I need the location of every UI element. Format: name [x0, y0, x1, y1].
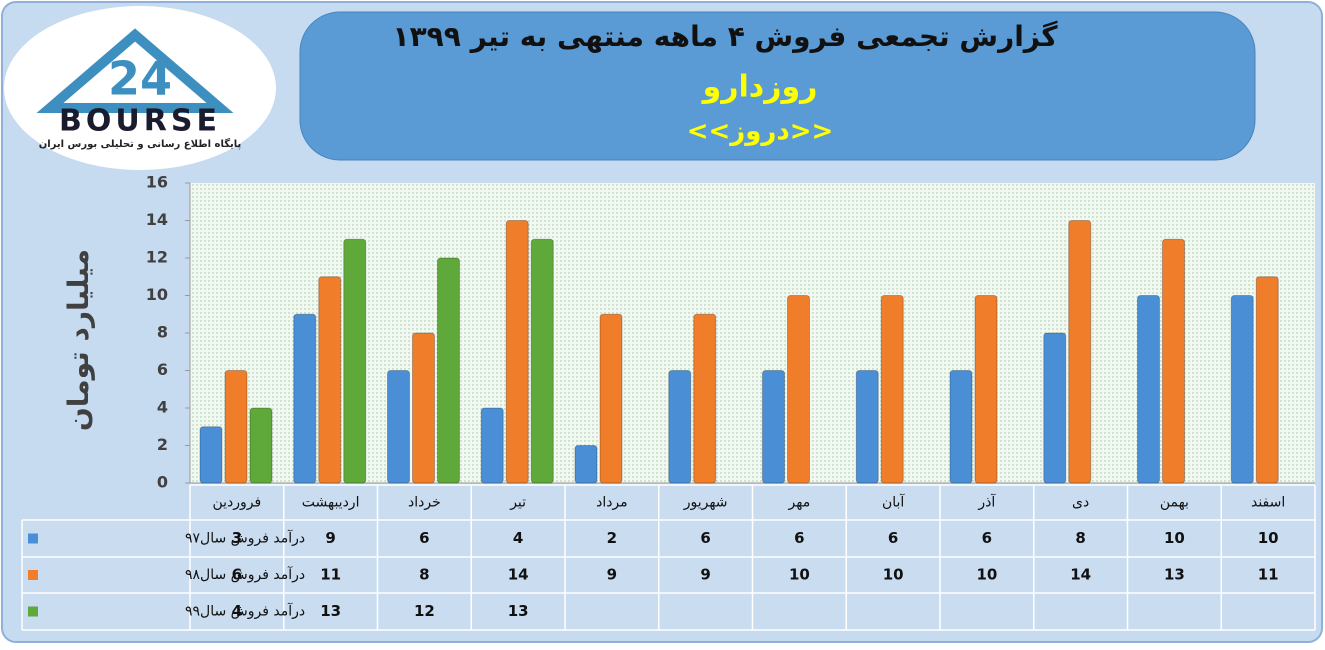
- bar: [762, 370, 785, 484]
- table-bg: [22, 520, 190, 630]
- table-value: 9: [325, 529, 335, 547]
- y-tick-label: 16: [146, 173, 168, 192]
- logo-shape: [36, 28, 234, 113]
- x-tick-label: مهر: [788, 495, 811, 511]
- table-value: 8: [1075, 529, 1085, 547]
- y-tick-label: 2: [157, 435, 168, 454]
- table-value: 6: [419, 529, 429, 547]
- table-value: 6: [794, 529, 804, 547]
- table-value: 11: [1258, 566, 1279, 584]
- table-value: 12: [414, 602, 435, 620]
- table-value: 9: [607, 566, 617, 584]
- x-tick-label: مرداد: [596, 495, 628, 511]
- table-value: 2: [607, 529, 617, 547]
- y-tick-label: 8: [157, 323, 168, 342]
- chart-title: گزارش تجمعی فروش ۴ ماهه منتهی به تیر ۱۳۹…: [392, 20, 1058, 53]
- bar: [668, 370, 692, 484]
- y-tick-label: 14: [146, 210, 168, 229]
- x-tick-label: بهمن: [1160, 495, 1189, 511]
- legend-swatch: [28, 570, 38, 580]
- table-value: 11: [320, 566, 341, 584]
- bar: [293, 313, 317, 484]
- logo-oval: [4, 6, 276, 170]
- x-tick-label: تیر: [509, 495, 526, 511]
- chart-subtitle: روزدارو: [701, 70, 818, 105]
- table-value: 10: [1164, 529, 1185, 547]
- bar: [249, 407, 273, 484]
- bar: [1068, 220, 1092, 484]
- bar: [505, 220, 529, 484]
- table-value: 9: [700, 566, 710, 584]
- table-value: 6: [700, 529, 710, 547]
- table-value: 6: [982, 529, 992, 547]
- logo-tagline: پایگاه اطلاع رسانی و تحلیلی بورس ایران: [39, 137, 242, 150]
- bar: [387, 370, 410, 484]
- bar: [855, 370, 879, 484]
- legend-swatch: [28, 533, 38, 544]
- legend-label: درآمد فروش سال۹۸: [185, 566, 305, 583]
- table-value: 4: [513, 529, 523, 547]
- table-value: 10: [883, 566, 904, 584]
- legend-swatch: [28, 606, 38, 617]
- table-value: 10: [1258, 529, 1279, 547]
- bar: [693, 313, 717, 484]
- bar: [1255, 276, 1279, 484]
- title-banner: [299, 11, 1256, 161]
- bar: [480, 407, 504, 484]
- table-value: 13: [320, 602, 341, 620]
- table-value: 8: [419, 566, 429, 584]
- logo-mark: 24: [108, 52, 172, 106]
- bar: [949, 370, 973, 484]
- bar: [343, 238, 367, 484]
- ticker: <<دروز>>: [687, 117, 834, 147]
- table-value: 4: [232, 602, 242, 620]
- x-tick-label: فروردین: [213, 495, 262, 511]
- bar: [974, 295, 998, 484]
- y-tick-label: 6: [157, 360, 168, 379]
- y-tick-label: 0: [157, 473, 168, 492]
- y-tick-label: 12: [146, 248, 168, 267]
- bar: [574, 445, 598, 484]
- table-value: 10: [789, 566, 810, 584]
- bar: [1162, 238, 1185, 484]
- table-value: 14: [1070, 566, 1091, 584]
- logo-text: BOURSE: [59, 104, 221, 139]
- x-tick-label: اسفند: [1251, 495, 1285, 511]
- table-value: 13: [508, 602, 529, 620]
- table-value: 14: [508, 566, 529, 584]
- x-tick-label: دی: [1072, 495, 1089, 511]
- plot-area: [190, 183, 1315, 483]
- x-tick-label: اردیبهشت: [302, 495, 360, 511]
- table-value: 13: [1164, 566, 1185, 584]
- x-tick-label: شهریور: [683, 495, 728, 511]
- bar: [1137, 295, 1160, 484]
- y-tick-label: 10: [146, 285, 168, 304]
- legend-label: درآمد فروش سال۹۹: [185, 603, 305, 620]
- x-tick-label: آبان: [882, 494, 905, 511]
- table-value: 6: [232, 566, 242, 584]
- bar: [224, 370, 248, 484]
- legend-label: درآمد فروش سال۹۷: [185, 530, 305, 547]
- table-value: 10: [976, 566, 997, 584]
- table-value: 3: [232, 529, 242, 547]
- bar: [530, 238, 554, 484]
- bar: [412, 332, 435, 484]
- y-axis-title: میلیارد تومان: [62, 249, 95, 431]
- x-tick-label: آذر: [977, 494, 996, 511]
- bar: [599, 313, 623, 484]
- bar: [787, 295, 810, 484]
- bar: [199, 426, 223, 484]
- bar: [880, 295, 904, 484]
- bar: [1230, 295, 1254, 484]
- bar: [318, 276, 342, 484]
- bar: [1043, 332, 1067, 484]
- y-tick-label: 4: [157, 398, 168, 417]
- x-tick-label: خرداد: [408, 495, 441, 511]
- table-value: 6: [888, 529, 898, 547]
- bar: [437, 257, 460, 484]
